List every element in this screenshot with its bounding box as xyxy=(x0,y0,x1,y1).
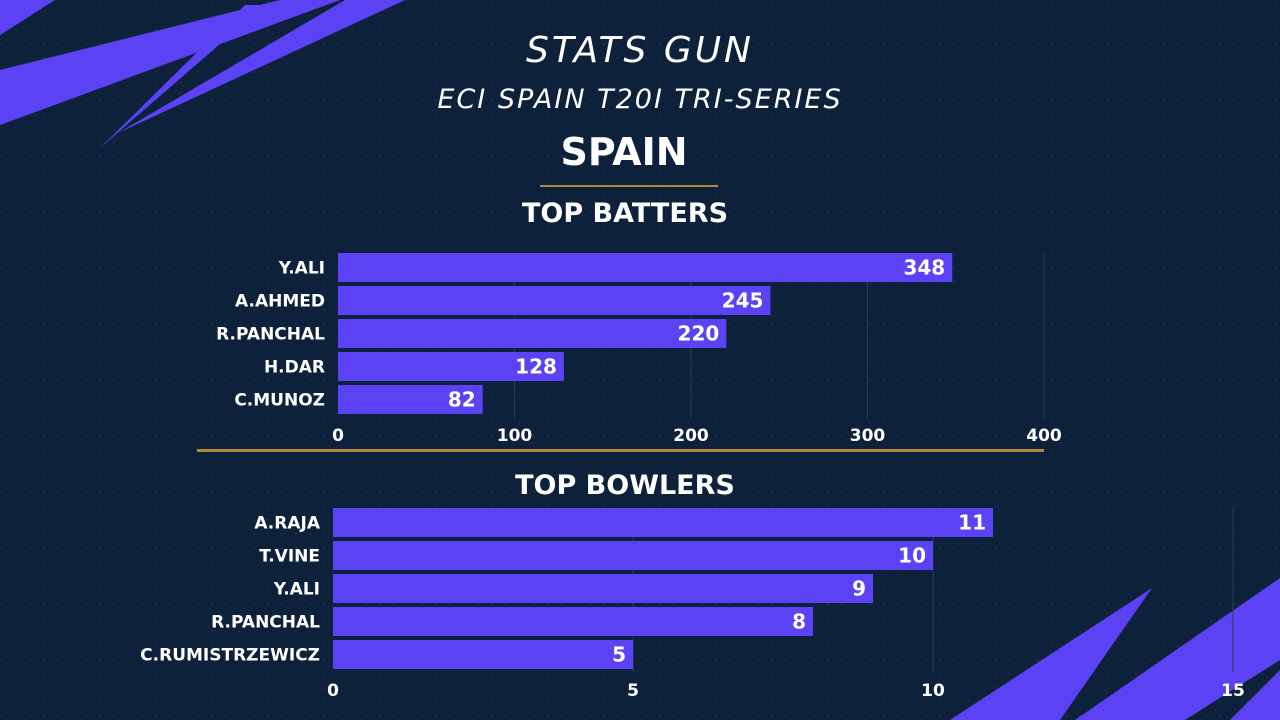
bowlers-bar xyxy=(333,607,813,636)
batters-category-label: H.DAR xyxy=(264,358,325,378)
batters-tick-label: 400 xyxy=(1026,426,1062,446)
batters-bar xyxy=(338,319,727,348)
section-divider xyxy=(197,449,1044,452)
decor-slash-top-left-1 xyxy=(0,0,55,35)
batters-tick-label: 100 xyxy=(497,426,533,446)
bowlers-bar xyxy=(333,508,993,537)
bowlers-tick-label: 10 xyxy=(921,681,945,701)
bowlers-bar xyxy=(333,640,633,669)
bowlers-bar xyxy=(333,574,873,603)
bowlers-category-label: C.RUMISTRZEWICZ xyxy=(140,646,320,666)
page-title: STATS GUN xyxy=(525,30,754,71)
bowlers-bar xyxy=(333,541,933,570)
batters-data-label: 128 xyxy=(515,355,557,379)
bowlers-category-label: R.PANCHAL xyxy=(211,613,320,633)
bowlers-data-label: 5 xyxy=(612,643,626,667)
page-subtitle: ECI SPAIN T20I TRI-SERIES xyxy=(437,84,843,115)
bowlers-category-label: T.VINE xyxy=(259,547,320,567)
batters-category-label: C.MUNOZ xyxy=(234,391,325,411)
bowlers-category-label: A.RAJA xyxy=(254,514,321,534)
bowlers-chart-title: TOP BOWLERS xyxy=(515,470,735,501)
decor-slash-bottom-right-2 xyxy=(1075,578,1280,720)
batters-bar xyxy=(338,286,771,315)
team-underline xyxy=(540,185,718,187)
bowlers-data-label: 11 xyxy=(958,511,986,535)
batters-category-label: A.AHMED xyxy=(235,292,325,312)
batters-data-label: 220 xyxy=(678,322,720,346)
bowlers-data-label: 10 xyxy=(898,544,926,568)
bowlers-data-label: 9 xyxy=(852,577,866,601)
batters-tick-label: 300 xyxy=(850,426,886,446)
decor-slash-top-left-2 xyxy=(0,0,340,125)
decor-slash-top-left-3 xyxy=(100,5,265,148)
batters-bar xyxy=(338,253,953,282)
bowlers-data-label: 8 xyxy=(792,610,806,634)
batters-chart-title: TOP BATTERS xyxy=(521,198,729,229)
batters-bar xyxy=(338,352,564,381)
batters-tick-label: 200 xyxy=(673,426,709,446)
bowlers-tick-label: 15 xyxy=(1221,681,1245,701)
decor-slash-top-left-4 xyxy=(118,0,405,133)
bowlers-tick-label: 0 xyxy=(327,681,339,701)
bowlers-category-label: Y.ALI xyxy=(273,580,320,600)
batters-category-label: Y.ALI xyxy=(278,259,325,279)
bowlers-tick-label: 5 xyxy=(627,681,639,701)
team-name: SPAIN xyxy=(560,130,688,174)
batters-category-label: R.PANCHAL xyxy=(216,325,325,345)
batters-data-label: 348 xyxy=(903,256,945,280)
decor-slash-bottom-right-1 xyxy=(950,588,1152,720)
batters-data-label: 82 xyxy=(448,388,476,412)
batters-data-label: 245 xyxy=(722,289,764,313)
batters-tick-label: 0 xyxy=(332,426,344,446)
decor-slash-bottom-right-3 xyxy=(1230,670,1280,720)
batters-bar xyxy=(338,385,483,414)
